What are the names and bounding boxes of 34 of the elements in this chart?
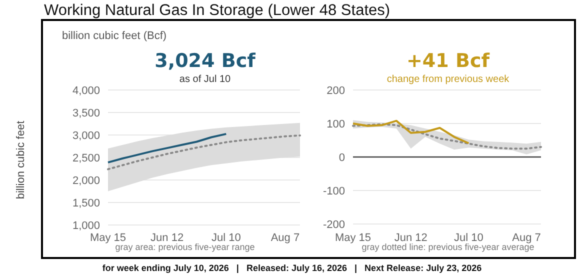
text: as of Jul 10 [179,74,232,85]
x-tick-label: Jun 12 [394,232,428,244]
text: gray dotted line: previous five-year average [362,242,534,252]
line-series [107,132,228,164]
line-series [107,134,301,170]
chart-subtitle: change from previous week [386,74,510,85]
text: gray area: previous five-year range [115,242,255,252]
y-tick-label: 4,000 [72,84,100,97]
y-tick-label: 2,500 [72,152,100,164]
x-tick-label: Aug 7 [512,232,541,244]
text: 3,024 Bcf [154,50,256,72]
y-tick-label: 200 [326,84,345,97]
y-tick-label: -200 [322,218,345,231]
x-tick-label: Jul 10 [211,232,241,244]
y-tick-label: 2,000 [72,174,100,187]
y-tick-label: 100 [326,118,345,130]
x-tick-label: May 15 [334,232,372,244]
text: for week ending July 10, 2026 | Released: July 16, 2026 | Next Release: July 23, 2026 [102,263,482,273]
chart-subtitle: billion cubic feet (Bcf) [62,30,167,42]
line-series [352,123,542,150]
chart-title: +41 Bcf [406,50,490,72]
x-tick-label: Aug 7 [270,232,300,244]
y-tick-label: 3,000 [72,130,100,142]
y-tick-label: 1,000 [72,220,100,232]
y-tick-label: 0 [338,152,345,164]
x-tick-label: Jul 10 [454,232,484,244]
line-series [352,120,470,144]
x-tick-label: May 15 [90,232,126,244]
chart-title: Working Natural Gas In Storage (Lower 48 States) [44,2,390,19]
y-tick-label: 3,500 [72,107,100,120]
x-tick-label: Jun 12 [150,232,184,244]
y-axis-title: billion cubic feet [15,120,27,200]
y-tick-label: 1,500 [72,197,100,210]
y-tick-label: -100 [322,185,345,198]
